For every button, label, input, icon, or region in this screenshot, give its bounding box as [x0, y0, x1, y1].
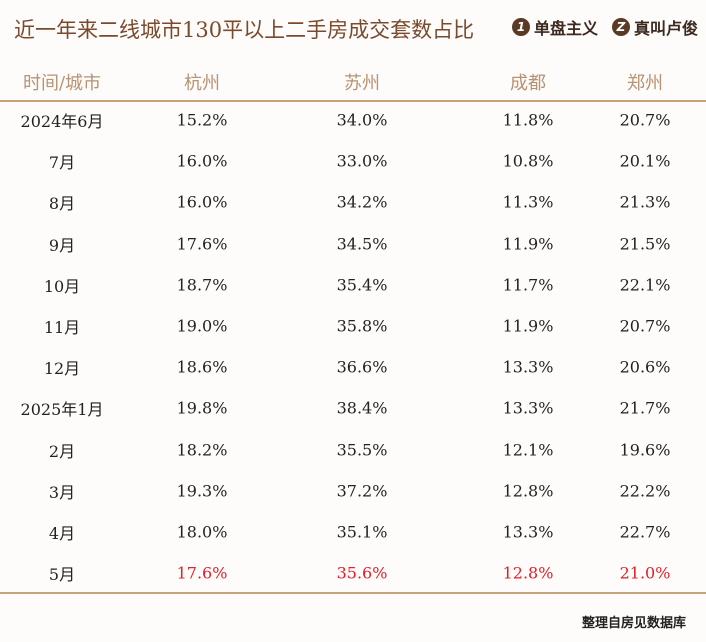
row-label: 2月 — [48, 441, 76, 461]
value-cell: 11.9% — [502, 234, 554, 254]
value-cell: 21.7% — [619, 398, 671, 418]
value-cell: 36.6% — [336, 357, 388, 377]
logo: 1 单盘主义 — [512, 15, 598, 39]
logo-icon: 1 — [512, 18, 530, 36]
row-label: 4月 — [48, 524, 76, 543]
bottom-rule — [0, 592, 706, 594]
value-cell: 21.3% — [619, 192, 671, 212]
value-cell: 34.2% — [336, 192, 388, 212]
row-label: 7月 — [48, 153, 76, 173]
value-cell: 33.0% — [336, 151, 388, 171]
value-cell: 11.9% — [502, 316, 554, 336]
value-cell: 12.8% — [502, 481, 554, 501]
value-cell: 16.0% — [176, 192, 228, 212]
row-label: 10月 — [43, 276, 81, 296]
value-cell: 35.6% — [336, 563, 388, 583]
value-cell: 35.8% — [336, 316, 388, 336]
value-cell: 35.1% — [336, 522, 388, 542]
row-label: 11月 — [43, 318, 81, 337]
value-cell: 20.6% — [619, 357, 671, 377]
column-header: 苏州 — [344, 73, 380, 94]
value-cell: 16.0% — [176, 151, 228, 171]
value-cell: 13.3% — [502, 357, 554, 377]
value-cell: 19.0% — [176, 316, 228, 336]
row-label: 2024年6月 — [20, 112, 104, 131]
value-cell: 35.4% — [336, 275, 388, 295]
value-cell: 15.2% — [176, 110, 228, 130]
title: 近一年来二线城市130平以上二手房成交套数占比 — [14, 18, 475, 42]
value-cell: 19.6% — [619, 440, 671, 460]
value-cell: 18.2% — [176, 440, 228, 460]
value-cell: 13.3% — [502, 398, 554, 418]
value-cell: 37.2% — [336, 481, 388, 501]
row-label: 9月 — [48, 235, 76, 255]
value-cell: 18.7% — [176, 275, 228, 295]
row-label: 3月 — [48, 482, 76, 502]
value-cell: 22.1% — [619, 275, 671, 295]
value-cell: 34.0% — [336, 110, 388, 130]
logo-text: 真叫卢俊 — [634, 19, 699, 38]
logo-icon: Z — [612, 18, 630, 36]
value-cell: 21.0% — [619, 563, 671, 583]
value-cell: 20.1% — [619, 151, 671, 171]
value-cell: 22.2% — [619, 481, 671, 501]
value-cell: 18.6% — [176, 357, 228, 377]
value-cell: 11.3% — [502, 192, 554, 212]
value-cell: 35.5% — [336, 440, 388, 460]
column-header: 郑州 — [627, 73, 663, 94]
row-label: 12月 — [43, 359, 81, 379]
logo-text: 单盘主义 — [534, 19, 599, 38]
column-header: 成都 — [510, 73, 546, 94]
value-cell: 21.5% — [619, 234, 671, 254]
value-cell: 19.3% — [176, 481, 228, 501]
value-cell: 17.6% — [176, 234, 228, 254]
value-cell: 38.4% — [336, 398, 388, 418]
footer: 整理自房见数据库 — [581, 616, 686, 631]
row-label: 5月 — [48, 565, 76, 585]
value-cell: 10.8% — [502, 151, 554, 171]
column-header: 杭州 — [184, 73, 220, 94]
value-cell: 11.8% — [502, 110, 554, 130]
value-cell: 12.8% — [502, 563, 554, 583]
value-cell: 20.7% — [619, 110, 671, 130]
value-cell: 19.8% — [176, 398, 228, 418]
value-cell: 34.5% — [336, 234, 388, 254]
value-cell: 18.0% — [176, 522, 228, 542]
value-cell: 20.7% — [619, 316, 671, 336]
logo: Z 真叫卢俊 — [612, 15, 698, 39]
value-cell: 13.3% — [502, 522, 554, 542]
value-cell: 22.7% — [619, 522, 671, 542]
column-header: 时间/城市 — [22, 73, 102, 94]
row-label: 8月 — [48, 194, 76, 214]
value-cell: 17.6% — [176, 563, 228, 583]
header-rule — [0, 100, 706, 102]
value-cell: 12.1% — [502, 440, 554, 460]
value-cell: 11.7% — [502, 275, 554, 295]
row-label: 2025年1月 — [20, 400, 104, 420]
